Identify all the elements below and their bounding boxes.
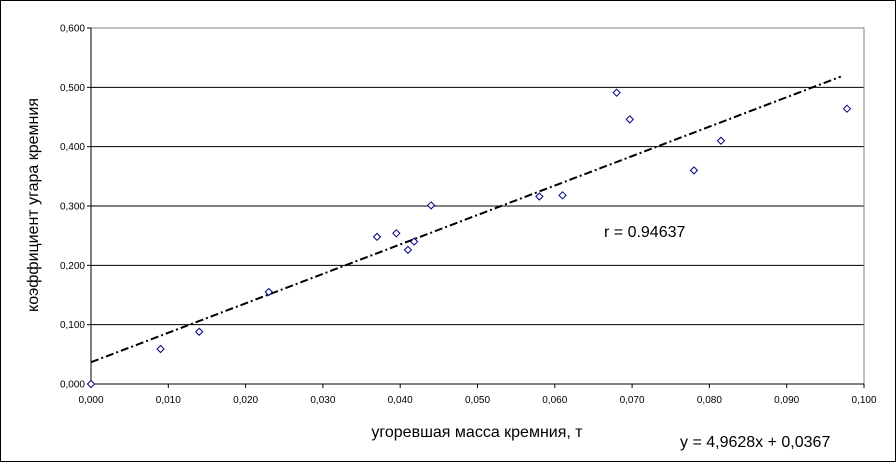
data-point [689, 166, 699, 175]
correlation-annotation: r = 0.94637 [604, 224, 686, 241]
y-tick-label: 0,600 [60, 24, 85, 35]
x-tick-label: 0,000 [78, 395, 103, 406]
axes [87, 27, 865, 388]
data-point [403, 245, 413, 255]
y-tick-label: 0,000 [60, 380, 85, 391]
x-tick-label: 0,040 [388, 395, 413, 406]
data-point [842, 104, 852, 113]
trendline [90, 75, 842, 364]
data-point [392, 229, 401, 238]
x-tick-label: 0,100 [851, 395, 876, 406]
data-point [264, 287, 273, 297]
data-point [716, 136, 726, 145]
data-point [625, 115, 634, 124]
data-point [558, 191, 567, 200]
x-tick-label: 0,010 [156, 395, 181, 406]
data-points [86, 88, 852, 389]
x-tick-label: 0,050 [465, 395, 490, 406]
y-tick-labels: 0,000 0,100 0,200 0,300 0,400 0,500 0,600 [60, 24, 85, 391]
data-point [426, 201, 436, 210]
x-axis-title: угоревшая масса кремния, т [371, 424, 583, 441]
y-tick-label: 0,400 [60, 142, 85, 153]
y-tick-label: 0,300 [60, 202, 85, 213]
x-tick-label: 0,090 [774, 395, 799, 406]
data-point [86, 379, 96, 389]
data-point [156, 344, 165, 354]
y-tick-label: 0,100 [60, 320, 85, 331]
data-point [612, 88, 621, 97]
x-tick-label: 0,030 [310, 395, 335, 406]
data-point [409, 237, 419, 246]
y-tick-label: 0,200 [60, 261, 85, 272]
x-tick-label: 0,060 [542, 395, 567, 406]
x-tick-label: 0,070 [620, 395, 645, 406]
trendline-group [90, 75, 842, 364]
x-tick-labels: 0,000 0,010 0,020 0,030 0,040 0,050 0,060 0,070… [78, 395, 876, 406]
data-point [372, 232, 382, 242]
data-point [535, 192, 544, 201]
y-axis-title: коэффициент угара кремния [25, 98, 42, 312]
gridlines [91, 27, 864, 326]
trendline-equation: y = 4,9628x + 0,0367 [680, 434, 830, 451]
x-tick-label: 0,080 [697, 395, 722, 406]
y-tick-label: 0,500 [60, 83, 85, 94]
x-tick-label: 0,020 [233, 395, 258, 406]
data-point [195, 327, 204, 336]
